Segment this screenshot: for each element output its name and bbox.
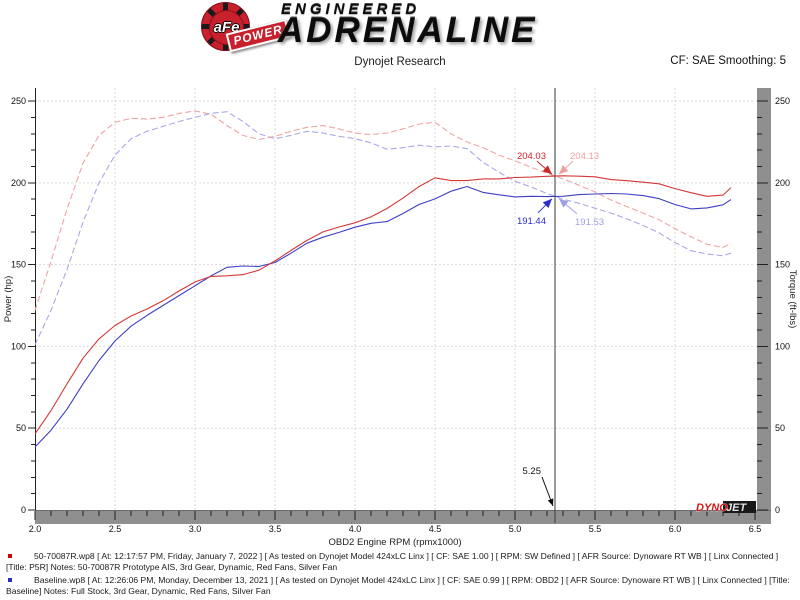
svg-text:2.0: 2.0 (29, 524, 42, 534)
svg-text:0: 0 (21, 505, 26, 515)
axes (28, 88, 768, 520)
svg-text:50: 50 (775, 423, 785, 433)
svg-text:200: 200 (775, 178, 790, 188)
run-bullet-red (8, 554, 12, 558)
svg-text:150: 150 (11, 260, 26, 270)
afe-power-logo: aFe POWER (201, 2, 291, 53)
callout-191.53: 191.53 (558, 198, 604, 228)
svg-text:150: 150 (775, 260, 790, 270)
svg-text:Torque (ft-lbs): Torque (ft-lbs) (787, 270, 798, 329)
cursor-rpm-annotation: 5.25 (523, 466, 554, 507)
axis-titles: Power (hp) Torque (ft-lbs) OBD2 Engine RPM… (3, 270, 798, 548)
run-entry-baseline: Baseline.wp8 [ At: 12:26:06 PM, Monday, … (6, 575, 796, 597)
cursor-value-callouts: 204.03 204.13 191.44 191.53 (517, 151, 604, 228)
run-bullet-blue (8, 578, 12, 582)
svg-text:6.0: 6.0 (669, 524, 682, 534)
curve-p5r-torque (34, 110, 732, 311)
brand-engineered: ENGINEERED (281, 1, 421, 18)
svg-text:200: 200 (11, 178, 26, 188)
svg-text:4.5: 4.5 (429, 524, 442, 534)
svg-text:JET: JET (726, 502, 747, 514)
chart-subtitle: Dynojet Research (354, 56, 446, 68)
svg-text:100: 100 (11, 341, 26, 351)
svg-text:Power (hp): Power (hp) (3, 276, 14, 322)
svg-text:204.13: 204.13 (570, 151, 599, 162)
callout-204.13: 204.13 (558, 151, 599, 175)
smoothing-setting-label: CF: SAE Smoothing: 5 (670, 55, 786, 67)
svg-text:204.03: 204.03 (517, 151, 546, 162)
afe-logo-circle-icon: aFe (201, 2, 250, 51)
svg-text:191.53: 191.53 (575, 217, 604, 228)
run-info-text: Baseline.wp8 [ At: 12:26:06 PM, Monday, … (6, 575, 790, 596)
svg-text:250: 250 (11, 96, 26, 106)
x-axis-labels: 2.0 2.5 3.0 3.5 4.0 4.5 5.0 5.5 6.0 6.5 (29, 524, 762, 534)
svg-text:191.44: 191.44 (517, 216, 546, 227)
svg-text:250: 250 (775, 96, 790, 106)
brand-adrenaline: ADRENALINE (278, 11, 538, 50)
axis-frame-bars (35, 88, 771, 524)
svg-text:OBD2 Engine RPM (rpmx1000): OBD2 Engine RPM (rpmx1000) (328, 537, 461, 548)
svg-text:DYNO: DYNO (696, 502, 728, 514)
run-entry-p5r: 50-70087R.wp8 [ At: 12:17:57 PM, Friday,… (6, 551, 796, 573)
curve-baseline-torque (34, 111, 732, 346)
callout-191.44: 191.44 (517, 198, 553, 227)
svg-text:6.5: 6.5 (749, 524, 762, 534)
callout-204.03: 204.03 (517, 151, 553, 175)
run-info-text: 50-70087R.wp8 [ At: 12:17:57 PM, Friday,… (6, 551, 779, 572)
dyno-graph-canvas: 0 0 50 50 100 100 150 150 200 200 250 250 2.0 2.5 3.0 3… (3, 88, 798, 548)
y-axis-labels: 0 0 50 50 100 100 150 150 200 200 250 250 (11, 96, 790, 515)
svg-text:5.0: 5.0 (509, 524, 522, 534)
svg-text:0: 0 (775, 505, 780, 515)
svg-text:5.5: 5.5 (589, 524, 602, 534)
svg-text:4.0: 4.0 (349, 524, 362, 534)
svg-text:3.5: 3.5 (269, 524, 282, 534)
svg-text:5.25: 5.25 (523, 466, 542, 477)
curve-p5r-power (34, 175, 732, 435)
svg-text:2.5: 2.5 (109, 524, 122, 534)
svg-text:100: 100 (775, 341, 790, 351)
curve-baseline-power (34, 185, 732, 448)
svg-text:3.0: 3.0 (189, 524, 202, 534)
gridlines (35, 88, 755, 510)
run-legend: 50-70087R.wp8 [ At: 12:17:57 PM, Friday,… (6, 551, 796, 599)
dyno-chart: 0 0 50 50 100 100 150 150 200 200 250 250 2.0 2.5 3.0 3… (0, 80, 800, 555)
svg-text:50: 50 (16, 423, 26, 433)
